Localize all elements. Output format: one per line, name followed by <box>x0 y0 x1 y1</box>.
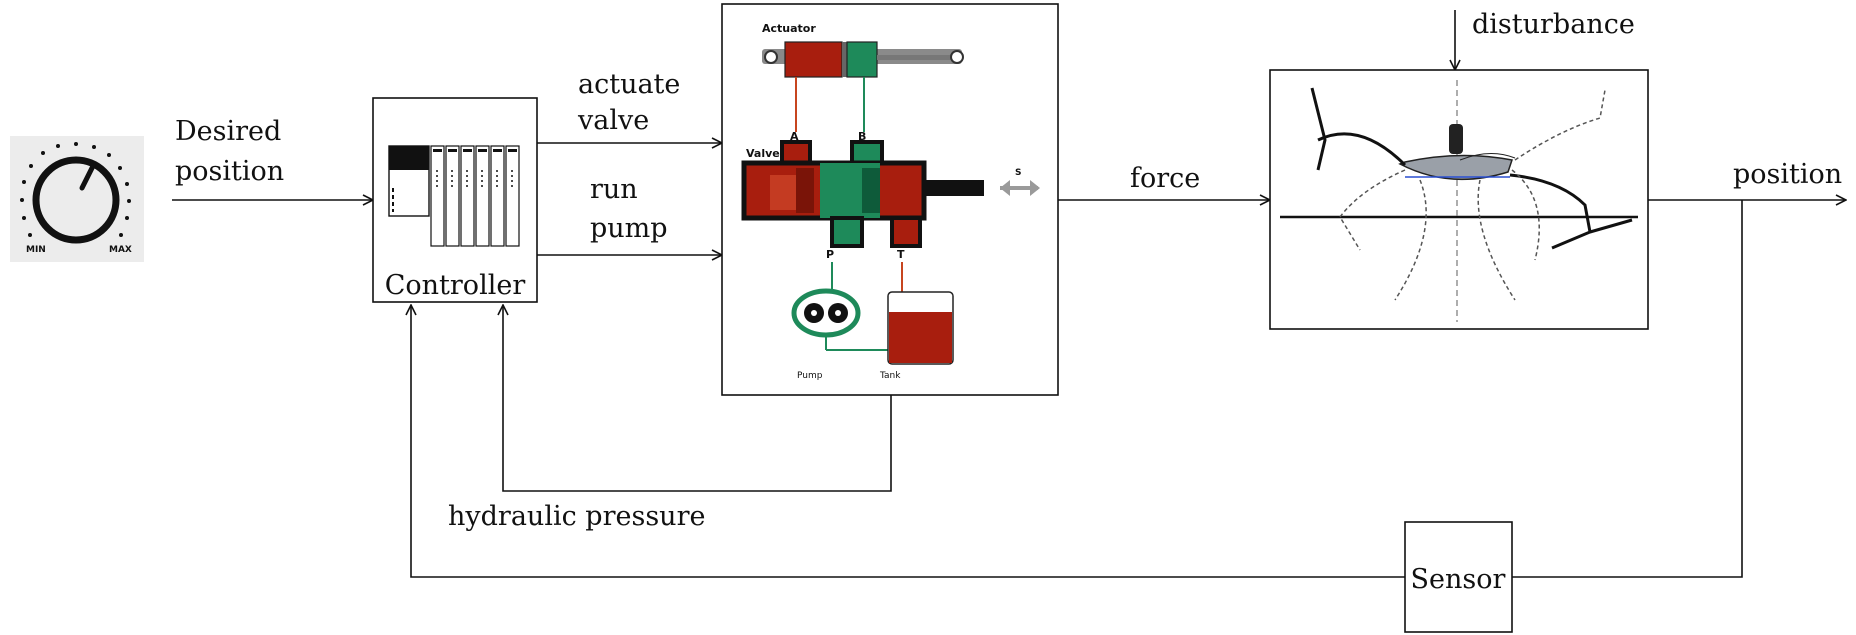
controller-block: Controller <box>372 97 538 303</box>
gear-pump <box>791 288 888 351</box>
position-label: position <box>1733 159 1842 190</box>
knob-min-label: MIN <box>26 245 46 255</box>
spool-valve <box>741 140 984 248</box>
body-mesh <box>1459 153 1516 161</box>
knob-dial <box>32 156 120 244</box>
port-t-label: T <box>897 248 905 261</box>
spool-travel-arrow: S <box>1000 168 1040 196</box>
actuator-cylinder <box>762 41 964 132</box>
controller-label: Controller <box>385 270 526 301</box>
sensor-feedback-line <box>411 305 1405 578</box>
plc-icon <box>388 145 520 247</box>
port-p-label: P <box>826 248 834 261</box>
disturbance-label: disturbance <box>1472 9 1635 40</box>
actuate-valve-label-line1: actuate <box>578 69 680 100</box>
sensor-input-line <box>1512 200 1743 578</box>
actuator-label: Actuator <box>762 22 816 35</box>
setpoint-knob: MIN MAX <box>10 136 144 262</box>
solid-legs <box>1310 87 1633 250</box>
desired-position-label-line2: position <box>175 156 284 187</box>
force-label: force <box>1130 163 1200 194</box>
knob-max-label: MAX <box>109 245 132 255</box>
run-pump-label-line2: pump <box>590 213 668 244</box>
knob-tick-marks <box>20 142 131 237</box>
sensor-label: Sensor <box>1411 564 1506 595</box>
knob-pointer <box>79 163 96 191</box>
plant-box <box>1269 69 1649 330</box>
run-pump-label-line1: run <box>590 174 638 205</box>
plant-block <box>1269 69 1649 330</box>
payload-block <box>1449 124 1463 154</box>
port-b-label: B <box>858 130 866 143</box>
dashed-legs <box>1339 89 1606 301</box>
sensor-box <box>1404 521 1513 633</box>
hydraulic-pressure-label: hydraulic pressure <box>448 501 705 532</box>
tank-label: Tank <box>879 371 901 381</box>
hydraulic-system-block: Actuator A B Valve <box>721 3 1059 396</box>
sensor-block: Sensor <box>1404 521 1513 633</box>
actuate-valve-label-line2: valve <box>577 105 649 136</box>
pump-label: Pump <box>797 371 823 381</box>
hydraulic-pressure-feedback-line <box>503 305 892 492</box>
desired-position-label-line1: Desired <box>175 116 281 147</box>
s-marker: S <box>1015 168 1021 178</box>
valve-label: Valve <box>746 147 780 160</box>
port-a-label: A <box>790 130 799 143</box>
oil-tank <box>887 291 954 365</box>
